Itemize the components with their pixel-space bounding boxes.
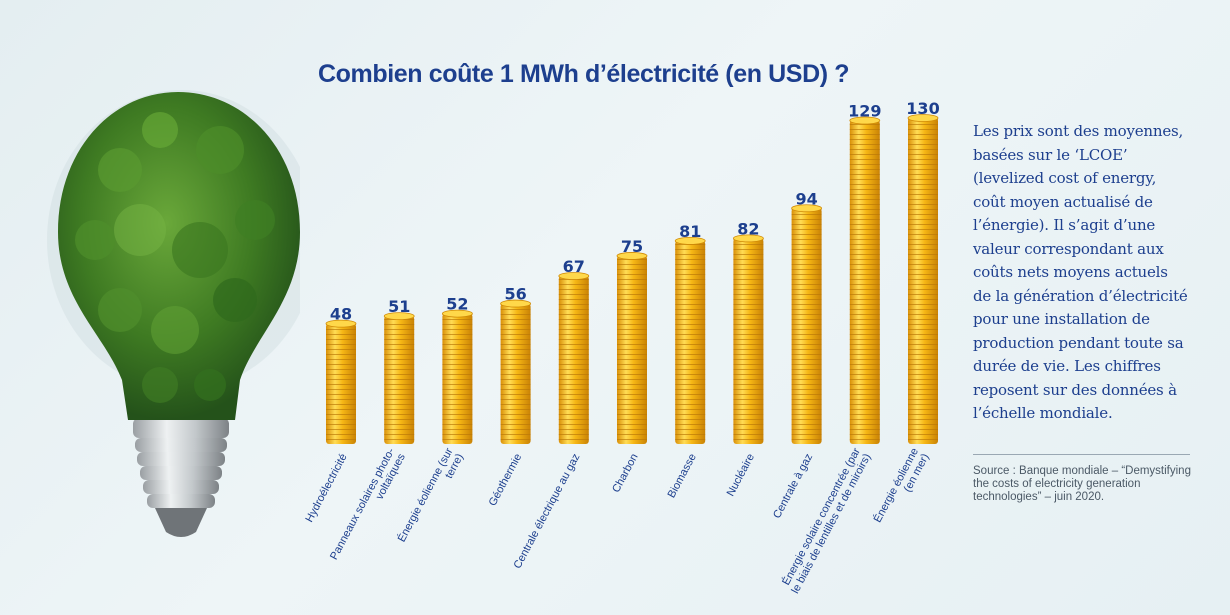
- chart-title: Combien coûte 1 MWh d’électricité (en US…: [318, 60, 850, 88]
- value-label-6: 75: [621, 237, 643, 256]
- bar-2: [383, 312, 415, 444]
- bar-11: [907, 114, 939, 444]
- category-label-9: Centrale à gaz: [771, 452, 815, 521]
- bar-5: [558, 272, 590, 444]
- category-label-1: Hydroélectricité: [303, 452, 349, 525]
- bulb-socket: [133, 418, 229, 537]
- value-label-7: 81: [679, 222, 701, 241]
- leaf-bulb-illustration: [47, 90, 300, 537]
- bar-chart: 48 51 52 56 67 75 81 82 94 129 130 Hydroélectricit…: [303, 99, 939, 596]
- bar-1: [325, 319, 357, 444]
- category-label-7: Biomasse: [666, 452, 699, 500]
- value-label-1: 48: [330, 305, 352, 324]
- bar-3: [441, 309, 473, 444]
- bar-7: [674, 236, 706, 444]
- bar-9: [791, 204, 822, 444]
- lcoe-explanation: Les prix sont des moyennes, basées sur l…: [973, 122, 1188, 422]
- bar-8: [733, 234, 764, 444]
- bar-6: [616, 252, 648, 444]
- value-label-2: 51: [388, 297, 410, 316]
- value-label-4: 56: [504, 285, 526, 304]
- value-label-8: 82: [737, 219, 759, 238]
- value-label-10: 129: [848, 102, 881, 121]
- category-label-10: Énergie solaire concentrée (parle biais …: [778, 445, 874, 595]
- category-label-6: Charbon: [610, 452, 640, 495]
- category-label-4: Géothermie: [487, 452, 525, 508]
- bulb-foliage: [58, 92, 300, 420]
- value-label-11: 130: [906, 99, 939, 118]
- value-label-5: 67: [563, 257, 585, 276]
- value-label-9: 94: [795, 189, 817, 208]
- category-label-11: Énergie éolienne(en mer): [871, 446, 932, 531]
- category-label-8: Nucléaire: [725, 452, 757, 499]
- category-label-5: Centrale électrique au gaz: [512, 452, 583, 571]
- bar-10: [849, 116, 881, 444]
- bar-4: [500, 299, 531, 444]
- value-label-3: 52: [446, 295, 468, 314]
- source-note: Source : Banque mondiale – “Demystifying…: [973, 465, 1191, 503]
- divider: [973, 454, 1190, 455]
